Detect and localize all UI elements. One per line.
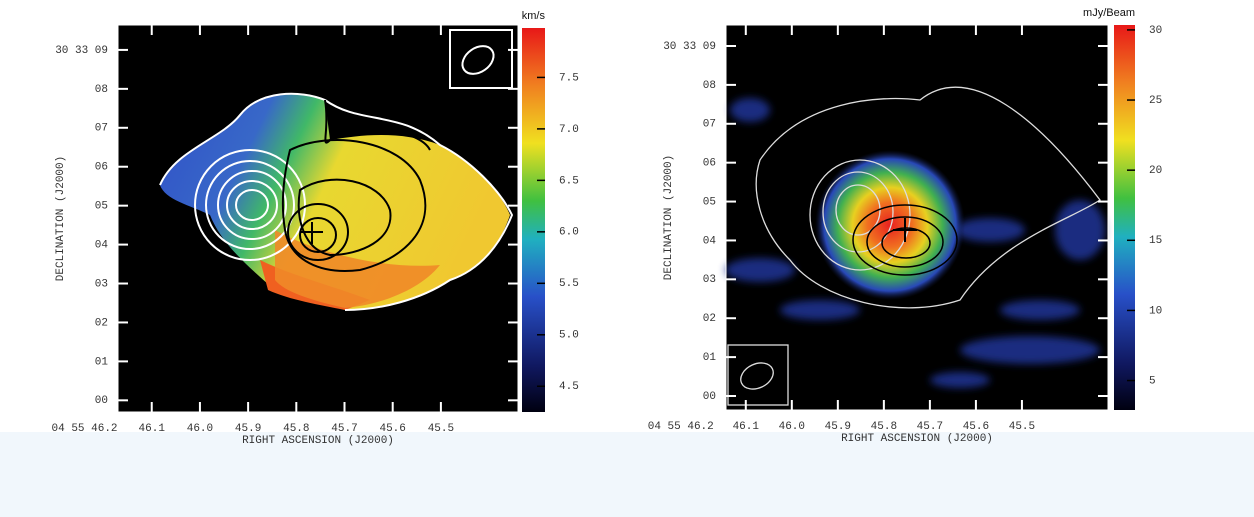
- colorbar-tick-label: 6.0: [559, 227, 579, 239]
- y-tick-label: 04: [95, 239, 109, 251]
- colorbar-tick-label: 4.5: [559, 381, 579, 393]
- colorbar-tick-label: 7.0: [559, 124, 579, 136]
- x-tick-label: 45.7: [917, 421, 943, 433]
- y-tick-label: 08: [95, 84, 108, 96]
- colorbar-tick-label: 6.5: [559, 175, 579, 187]
- x-tick-label: 45.7: [331, 423, 357, 435]
- colorbar: [522, 28, 545, 412]
- y-axis-label: DECLINATION (J2000): [663, 155, 675, 280]
- colorbar-tick-label: 10: [1149, 305, 1162, 317]
- y-tick-label: 08: [703, 80, 716, 92]
- x-axis-label: RIGHT ASCENSION (J2000): [242, 435, 394, 447]
- colorbar-tick-label: 25: [1149, 95, 1162, 107]
- x-tick-label: 46.1: [733, 421, 760, 433]
- frame: [117, 24, 519, 413]
- x-tick-label: 45.8: [871, 421, 897, 433]
- y-tick-label: 30 33 09: [663, 41, 716, 53]
- intensity-noise: [725, 98, 1105, 388]
- colorbar-label: km/s: [522, 10, 546, 22]
- x-tick-label: 45.9: [235, 423, 261, 435]
- x-axis-label: RIGHT ASCENSION (J2000): [841, 433, 993, 445]
- intensity-field: [815, 150, 965, 300]
- x-tick-label: 04 55 46.2: [52, 423, 118, 435]
- x-tick-label: 45.6: [379, 423, 405, 435]
- y-tick-label: 03: [95, 278, 108, 290]
- y-tick-label: 07: [95, 123, 108, 135]
- y-tick-label: 07: [703, 119, 716, 131]
- x-tick-label: 46.0: [779, 421, 805, 433]
- x-tick-label: 46.1: [139, 423, 166, 435]
- colorbar-tick-label: 30: [1149, 25, 1162, 37]
- y-tick-label: 05: [703, 196, 716, 208]
- contours: [159, 29, 514, 311]
- colorbar-tick-label: 15: [1149, 235, 1162, 247]
- colorbar-tick-label: 5.0: [559, 330, 579, 342]
- y-tick-label: 00: [95, 395, 108, 407]
- colorbar-tick-label: 5.5: [559, 278, 579, 290]
- y-tick-label: 02: [95, 317, 108, 329]
- x-tick-label: 45.5: [1009, 421, 1035, 433]
- contours: [727, 86, 1101, 406]
- x-tick-label: 45.8: [283, 423, 309, 435]
- x-tick-label: 46.0: [187, 423, 213, 435]
- y-tick-label: 03: [703, 274, 716, 286]
- y-tick-label: 02: [703, 313, 716, 325]
- y-tick-label: 04: [703, 235, 717, 247]
- source-marker: [893, 218, 917, 242]
- y-tick-label: 05: [95, 201, 108, 213]
- colorbar-tick-label: 5: [1149, 375, 1156, 387]
- y-tick-label: 01: [95, 356, 109, 368]
- x-tick-label: 45.9: [825, 421, 851, 433]
- x-tick-label: 45.6: [963, 421, 989, 433]
- x-tick-label: 04 55 46.2: [648, 421, 714, 433]
- colorbar-tick-label: 7.5: [559, 72, 579, 84]
- y-tick-label: 01: [703, 352, 717, 364]
- colorbar-label: mJy/Beam: [1083, 7, 1135, 19]
- velocity-field: [160, 93, 510, 310]
- y-axis-label: DECLINATION (J2000): [55, 156, 67, 281]
- x-tick-label: 45.5: [428, 423, 454, 435]
- y-tick-label: 00: [703, 391, 716, 403]
- y-tick-label: 06: [95, 162, 108, 174]
- colorbar-tick-label: 20: [1149, 165, 1162, 177]
- y-tick-label: 30 33 09: [55, 45, 108, 57]
- caption-area: [0, 432, 1254, 517]
- source-marker: [301, 222, 323, 244]
- y-tick-label: 06: [703, 158, 716, 170]
- frame: [725, 24, 1109, 411]
- colorbar: [1114, 25, 1135, 410]
- contours: [281, 99, 431, 272]
